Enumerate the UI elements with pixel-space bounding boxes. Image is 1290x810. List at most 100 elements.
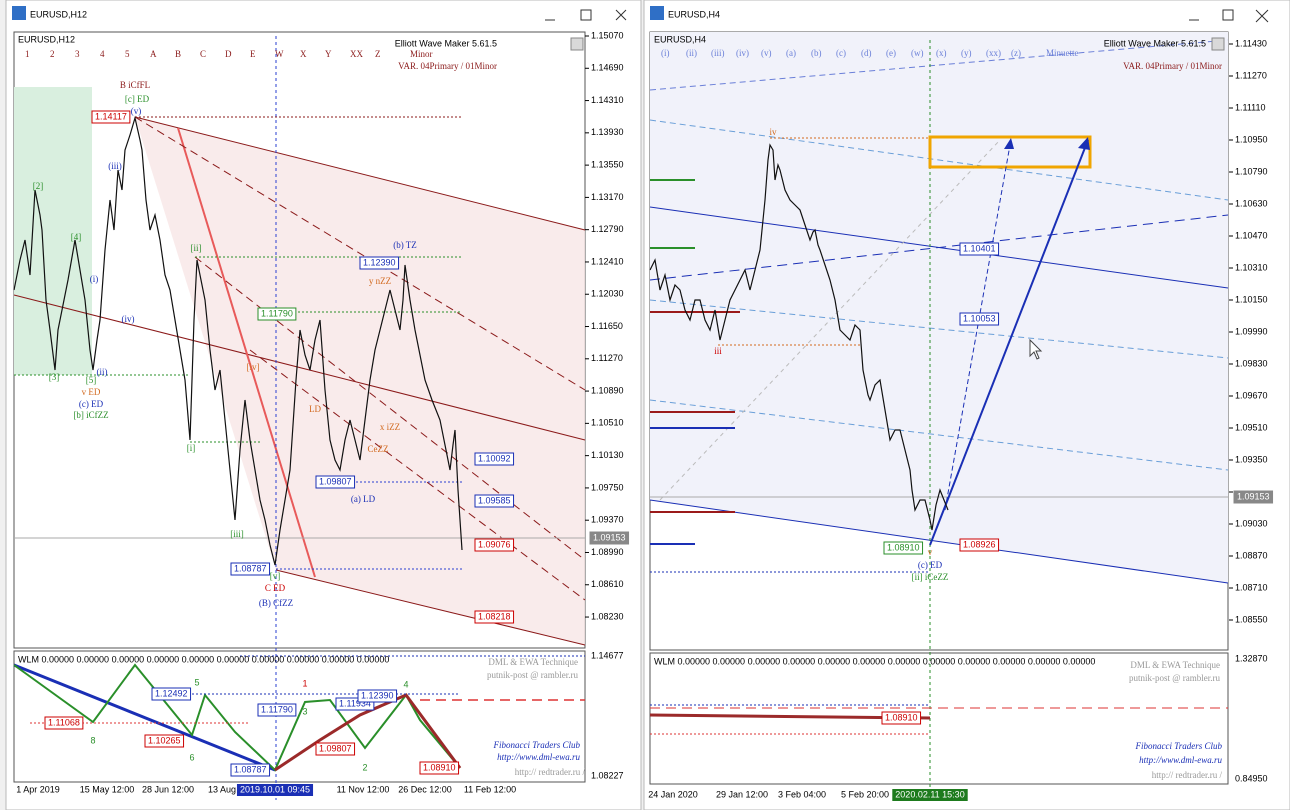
credit: Fibonacci Traders Club — [1134, 741, 1222, 751]
sub-price-box-box — [315, 742, 356, 756]
current-price: 1.09153 — [1237, 491, 1270, 501]
wave-button[interactable]: X — [300, 49, 307, 59]
price-box: 1.08910 — [887, 542, 920, 552]
price-label: 1.11270 — [1235, 70, 1267, 80]
wave-button[interactable]: (y) — [961, 48, 972, 58]
price-box-box — [315, 475, 356, 489]
wave-button[interactable]: (x) — [936, 48, 947, 58]
credit: http:// redtrader.ru / — [515, 767, 586, 777]
wave-button[interactable]: (iii) — [711, 48, 725, 58]
credit: putnik-post @ rambler.ru — [1129, 673, 1221, 683]
current-price-box — [589, 531, 630, 545]
wave-label: y nZZ — [369, 276, 391, 286]
wave-button[interactable]: (xx) — [986, 48, 1001, 58]
price-label: 1.10790 — [1235, 166, 1268, 176]
wave-label: [ii] iCeZZ — [912, 572, 949, 582]
price-label: 1.10130 — [591, 450, 624, 460]
wave-button[interactable]: Z — [375, 49, 381, 59]
price-label: 1.09830 — [1235, 358, 1268, 368]
sub-chart-area — [649, 652, 1229, 785]
wave-label: [5] — [86, 375, 97, 385]
price-box-box — [474, 538, 515, 552]
time-label: 29 Jan 12:00 — [716, 789, 768, 799]
time-label: 11 Nov 12:00 — [337, 784, 390, 794]
wave-button[interactable]: 1 — [25, 49, 30, 59]
price-box: 1.10053 — [963, 313, 996, 323]
chart-symbol: EURUSD,H12 — [18, 34, 75, 44]
wave-button[interactable]: E — [250, 49, 256, 59]
price-box: 1.11790 — [261, 308, 293, 318]
wave-label: v — [928, 547, 933, 557]
wave-label: (a) LD — [351, 494, 376, 504]
chart-symbol: EURUSD,H4 — [654, 34, 706, 44]
price-label: 1.08870 — [1235, 550, 1268, 560]
sub-price-box-box — [257, 703, 297, 717]
wave-button[interactable]: (i) — [661, 48, 670, 58]
wave-label: (B) CfZZ — [259, 598, 293, 608]
wave-button[interactable]: XX — [350, 49, 363, 59]
channel-fill — [135, 117, 585, 645]
wave-label: [4] — [71, 232, 82, 242]
window-controls[interactable] — [545, 9, 1269, 23]
wave-button[interactable]: A — [150, 49, 157, 59]
sub-price-box: 1.10265 — [148, 735, 181, 745]
wave-label: (c) ED — [918, 560, 943, 570]
sub-price-box: 1.08787 — [234, 764, 267, 774]
price-box: 1.08926 — [963, 539, 996, 549]
wave-label: (iv) — [122, 314, 135, 324]
wave-label: (iii) — [108, 161, 122, 171]
wave-button[interactable]: (z) — [1011, 48, 1021, 58]
sub-indicator: WLM 0.00000 0.00000 0.00000 0.00000 0.00… — [18, 654, 389, 664]
price-label: 1.11430 — [1235, 38, 1267, 48]
price-box-box — [959, 538, 1000, 552]
wave-label: [3] — [49, 372, 60, 382]
wave-button[interactable]: 5 — [125, 49, 130, 59]
wave-button[interactable]: Minuette — [1046, 48, 1079, 58]
wave-button[interactable]: B — [175, 49, 181, 59]
wave-button[interactable]: Minor — [410, 49, 433, 59]
cursor-time-box — [236, 784, 314, 796]
wave-button[interactable]: (v) — [761, 48, 772, 58]
sub-price-box-box — [881, 711, 922, 725]
wave-button[interactable]: (e) — [886, 48, 896, 58]
price-label: 1.13930 — [591, 127, 624, 137]
price-label: 1.14310 — [591, 95, 624, 105]
time-label: 24 Jan 2020 — [648, 789, 698, 799]
window-title: EURUSD,H12 — [30, 9, 87, 19]
sub-price-label: 1.32870 — [1235, 653, 1268, 663]
wave-button[interactable]: (iv) — [736, 48, 749, 58]
wave-button[interactable]: 2 — [50, 49, 55, 59]
price-label: 1.08550 — [1235, 614, 1268, 624]
zone — [14, 87, 92, 375]
wave-label: [v] — [270, 571, 281, 581]
wave-label: (i) — [90, 274, 99, 284]
sub-price-box-box — [151, 687, 192, 701]
sub-indicator: WLM 0.00000 0.00000 0.00000 0.00000 0.00… — [654, 656, 1095, 666]
wave-button[interactable]: (b) — [811, 48, 822, 58]
price-label: 1.14690 — [591, 63, 624, 73]
wave-button[interactable]: Y — [325, 49, 332, 59]
sub-wave-number: 8 — [90, 735, 95, 745]
wave-button[interactable]: (ii) — [686, 48, 697, 58]
price-label: 1.10510 — [591, 418, 624, 428]
wave-button[interactable]: C — [200, 49, 206, 59]
wave-button[interactable]: D — [225, 49, 232, 59]
drawings — [649, 39, 1229, 800]
wave-button[interactable]: W — [275, 49, 284, 59]
wave-label: iv — [769, 127, 777, 137]
sub-price-box-box — [144, 734, 185, 748]
current-price-box — [1233, 490, 1274, 504]
wave-label: [b] iCfZZ — [73, 410, 108, 420]
time-label: 26 Dec 12:00 — [398, 784, 452, 794]
price-box-box — [883, 541, 924, 555]
price-box-box — [474, 452, 515, 466]
wave-button[interactable]: 3 — [75, 49, 80, 59]
wave-button[interactable]: (a) — [786, 48, 796, 58]
price-box-box — [359, 256, 400, 270]
wave-button[interactable]: (w) — [911, 48, 924, 58]
wave-button[interactable]: (d) — [861, 48, 872, 58]
credit: http://www.dml-ewa.ru — [1139, 755, 1222, 765]
wave-button[interactable]: (c) — [836, 48, 846, 58]
wave-button[interactable]: 4 — [100, 49, 105, 59]
